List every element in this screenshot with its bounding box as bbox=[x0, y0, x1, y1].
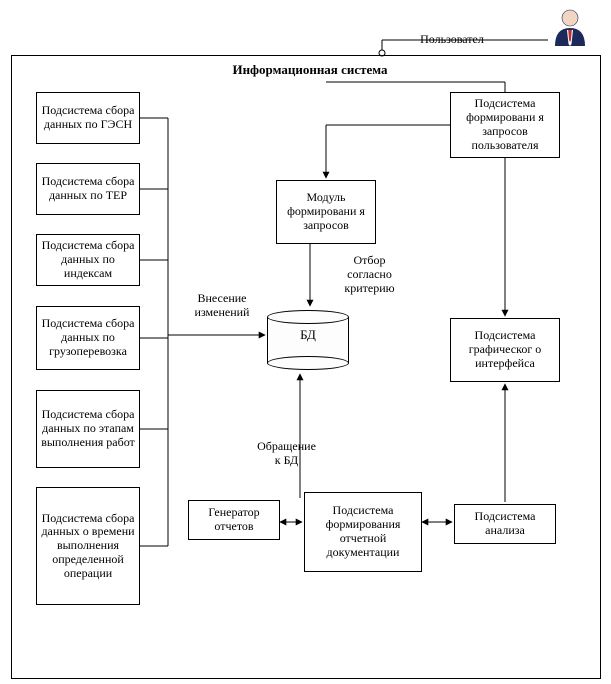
node-ter: Подсистема сбора данных по ТЕР bbox=[36, 163, 140, 215]
node-analysis-subsystem: Подсистема анализа bbox=[454, 504, 556, 544]
node-user-query-subsystem: Подсистема формировани я запросов пользо… bbox=[450, 92, 560, 158]
user-label: Пользовател bbox=[402, 33, 502, 47]
node-time: Подсистема сбора данных о времени выполн… bbox=[36, 487, 140, 605]
node-gesn: Подсистема сбора данных по ГЭСН bbox=[36, 92, 140, 144]
user-icon bbox=[555, 10, 585, 46]
node-gruz: Подсистема сбора данных по грузоперевозк… bbox=[36, 306, 140, 370]
node-database: БД bbox=[267, 310, 349, 370]
system-title: Информационная система bbox=[180, 62, 440, 78]
node-report-subsystem: Подсистема формирования отчетной докумен… bbox=[304, 492, 422, 572]
db-label: БД bbox=[267, 328, 349, 343]
node-index: Подсистема сбора данных по индексам bbox=[36, 234, 140, 286]
label-obr-bd: Обращение к БД bbox=[244, 440, 329, 468]
node-query-module: Модуль формировани я запросов bbox=[276, 180, 376, 244]
node-gui-subsystem: Подсистема графическог о интерфейса bbox=[450, 318, 560, 382]
label-otbor: Отбор согласно критерию bbox=[332, 254, 407, 295]
node-etap: Подсистема сбора данных по этапам выполн… bbox=[36, 390, 140, 468]
node-report-generator: Генератор отчетов bbox=[188, 500, 280, 540]
label-vnesenie: Внесение изменений bbox=[182, 292, 262, 320]
